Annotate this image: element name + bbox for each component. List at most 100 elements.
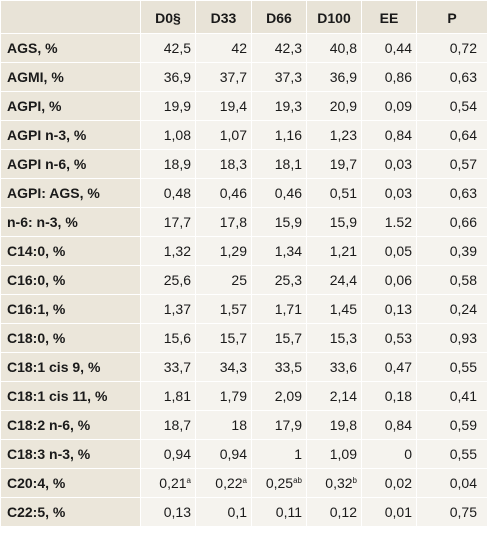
table-row: AGPI n-6, % 18,9 18,3 18,1 19,7 0,03 0,57 [0, 149, 487, 179]
value-cell: 15,7 [251, 323, 307, 353]
cell-value: 0,63 [449, 185, 477, 201]
table-row: C18:0, % 15,6 15,7 15,7 15,3 0,53 0,93 [0, 323, 487, 353]
value-cell: 0,44 [361, 33, 417, 63]
cell-value: 0,55 [449, 446, 477, 462]
value-cell: 0,1 [195, 497, 252, 527]
value-cell: 1,79 [195, 381, 252, 411]
cell-value: 0,58 [449, 272, 477, 288]
table-row: AGS, % 42,5 42 42,3 40,8 0,44 0,72 [0, 33, 487, 63]
value-cell: 33,5 [251, 352, 307, 382]
cell-value: 0,47 [384, 359, 412, 375]
value-cell: 18,7 [140, 410, 196, 440]
cell-value: 19,4 [219, 98, 247, 114]
value-cell: 0,63 [416, 62, 487, 92]
value-cell: 0,47 [361, 352, 417, 382]
value-cell: 2,14 [306, 381, 362, 411]
value-cell: 0,46 [251, 178, 307, 208]
cell-value: 0,13 [163, 504, 191, 520]
cell-value: 37,7 [219, 69, 247, 85]
cell-value: 24,4 [329, 272, 357, 288]
value-cell: 1 [251, 439, 307, 469]
cell-value: 0,01 [384, 504, 412, 520]
table-row: AGPI n-3, % 1,08 1,07 1,16 1,23 0,84 0,64 [0, 120, 487, 150]
cell-value: 0,44 [384, 40, 412, 56]
cell-value: 40,8 [329, 40, 357, 56]
value-cell: 42,5 [140, 33, 196, 63]
cell-value: 1,29 [219, 243, 247, 259]
cell-superscript: a [186, 476, 191, 485]
value-cell: 36,9 [140, 62, 196, 92]
value-cell: 19,8 [306, 410, 362, 440]
cell-value: 1,37 [163, 301, 191, 317]
cell-value: 18,1 [274, 156, 302, 172]
value-cell: 1,09 [306, 439, 362, 469]
cell-value: 1,79 [219, 388, 247, 404]
table-row: C18:3 n-3, % 0,94 0,94 1 1,09 0 0,55 [0, 439, 487, 469]
cell-value: 0,75 [449, 504, 477, 520]
cell-value: 0,03 [384, 185, 412, 201]
table-row: AGPI: AGS, % 0,48 0,46 0,46 0,51 0,03 0,63 [0, 178, 487, 208]
cell-value: 42 [231, 40, 247, 56]
cell-value: 1,08 [163, 127, 191, 143]
cell-value: 15,9 [329, 214, 357, 230]
cell-value: 1,57 [219, 301, 247, 317]
value-cell: 1,07 [195, 120, 252, 150]
header-cell-d0: D0§ [140, 0, 196, 34]
cell-value: 34,3 [219, 359, 247, 375]
row-label: C18:1 cis 11, % [0, 381, 141, 411]
value-cell: 0,66 [416, 207, 487, 237]
row-label: n-6: n-3, % [0, 207, 141, 237]
value-cell: 33,7 [140, 352, 196, 382]
value-cell: 0,39 [416, 236, 487, 266]
cell-value: 0,46 [219, 185, 247, 201]
value-cell: 0,57 [416, 149, 487, 179]
cell-value: 0,93 [449, 330, 477, 346]
value-cell: 0,13 [140, 497, 196, 527]
value-cell: 0,84 [361, 120, 417, 150]
value-cell: 0,03 [361, 149, 417, 179]
row-label: C18:3 n-3, % [0, 439, 141, 469]
value-cell: 1,37 [140, 294, 196, 324]
value-cell: 2,09 [251, 381, 307, 411]
value-cell: 1,32 [140, 236, 196, 266]
value-cell: 15,3 [306, 323, 362, 353]
cell-value: 19,3 [274, 98, 302, 114]
value-cell: 0,03 [361, 178, 417, 208]
value-cell: 0,54 [416, 91, 487, 121]
row-label: AGMI, % [0, 62, 141, 92]
table-row: C18:1 cis 9, % 33,7 34,3 33,5 33,6 0,47 0,55 [0, 352, 487, 382]
value-cell: 0,46 [195, 178, 252, 208]
value-cell: 0,86 [361, 62, 417, 92]
value-cell: 0,55 [416, 439, 487, 469]
value-cell: 18 [195, 410, 252, 440]
row-label: C16:0, % [0, 265, 141, 295]
value-cell: 25,6 [140, 265, 196, 295]
value-cell: 18,1 [251, 149, 307, 179]
cell-value: 0,51 [329, 185, 357, 201]
value-cell: 19,7 [306, 149, 362, 179]
row-label: C18:0, % [0, 323, 141, 353]
row-label: C18:2 n-6, % [0, 410, 141, 440]
cell-value: 0,86 [384, 69, 412, 85]
table-row: C16:1, % 1,37 1,57 1,71 1,45 0,13 0,24 [0, 294, 487, 324]
cell-value: 25,3 [274, 272, 302, 288]
table-row: C22:5, % 0,13 0,1 0,11 0,12 0,01 0,75 [0, 497, 487, 527]
table-row: C18:2 n-6, % 18,7 18 17,9 19,8 0,84 0,59 [0, 410, 487, 440]
header-row: D0§ D33 D66 D100 EE P [0, 0, 487, 34]
value-cell: 42,3 [251, 33, 307, 63]
value-cell: 15,7 [195, 323, 252, 353]
cell-value: 0,66 [449, 214, 477, 230]
row-label: C16:1, % [0, 294, 141, 324]
value-cell: 17,9 [251, 410, 307, 440]
value-cell: 0,59 [416, 410, 487, 440]
value-cell: 0,94 [140, 439, 196, 469]
cell-value: 17,9 [274, 417, 302, 433]
value-cell: 0,02 [361, 468, 417, 498]
cell-value: 0,12 [329, 504, 357, 520]
row-label: AGS, % [0, 33, 141, 63]
cell-value: 19,8 [329, 417, 357, 433]
value-cell: 0,55 [416, 352, 487, 382]
value-cell: 15,6 [140, 323, 196, 353]
row-label: AGPI n-6, % [0, 149, 141, 179]
value-cell: 0,72 [416, 33, 487, 63]
